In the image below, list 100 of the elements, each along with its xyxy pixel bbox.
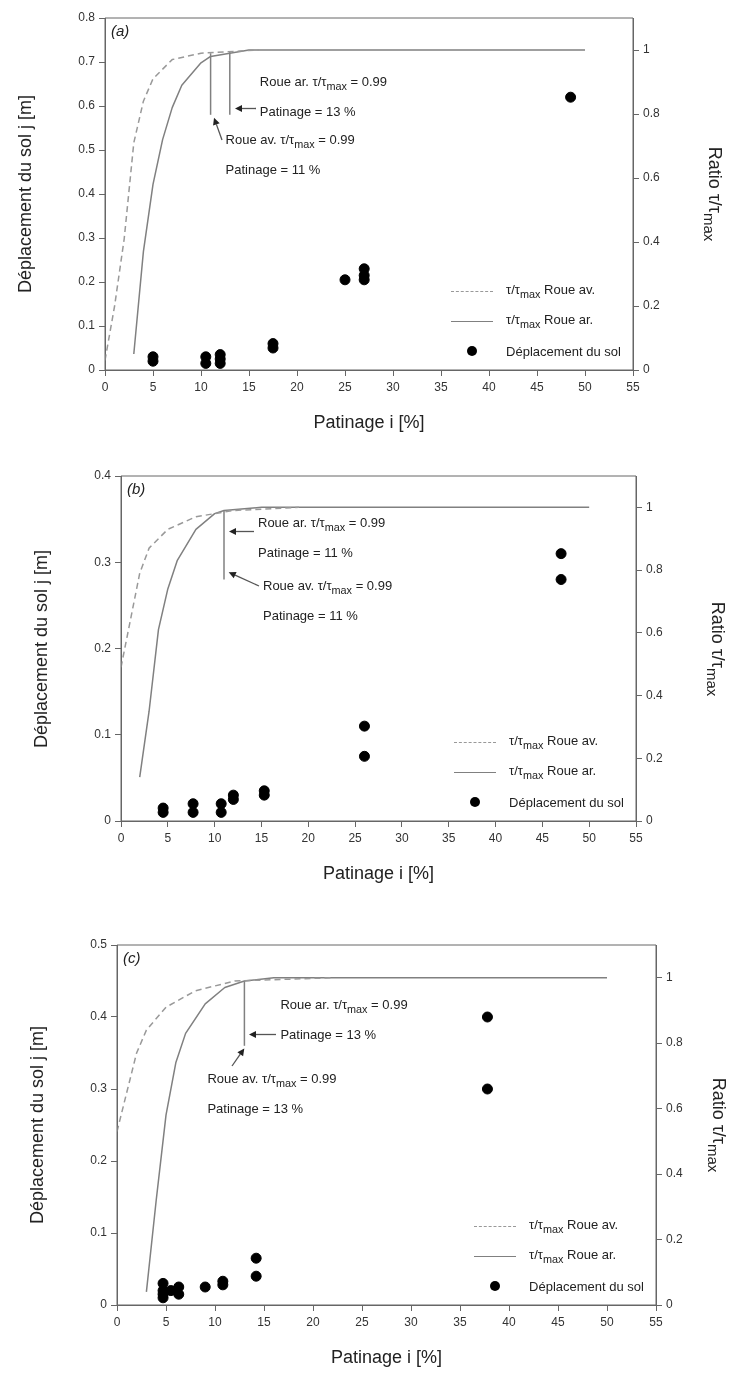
x-tick-label: 15 bbox=[242, 379, 256, 394]
annotation: Patinage = 11 % bbox=[263, 607, 358, 626]
annotation: Patinage = 11 % bbox=[225, 160, 321, 179]
y2-tick-label: 0 bbox=[666, 1297, 673, 1312]
annotation: Patinage = 13 % bbox=[280, 1025, 377, 1044]
chart-title: (a) bbox=[111, 22, 130, 39]
y-tick-label: 0 bbox=[100, 1297, 108, 1312]
legend-label: Déplacement du sol bbox=[506, 343, 621, 359]
x-tick-label: 55 bbox=[626, 379, 640, 394]
y2-tick-label: 0.8 bbox=[646, 562, 664, 577]
x-tick-label: 45 bbox=[530, 379, 544, 394]
annotation: Roue ar. τ/τ$_{max}$ = 0.99 bbox=[259, 73, 388, 94]
x-tick-label: 50 bbox=[582, 830, 597, 845]
x-tick-label: 45 bbox=[551, 1314, 565, 1329]
annotation: Roue av. τ/τ$_{max}$ = 0.99 bbox=[207, 1069, 337, 1091]
x-tick-label: 35 bbox=[434, 379, 448, 394]
y2-tick-label: 0.8 bbox=[666, 1035, 684, 1050]
y-tick-label: 0.2 bbox=[94, 640, 112, 655]
y-tick-label: 0.4 bbox=[78, 186, 96, 201]
y2-tick-label: 0.4 bbox=[666, 1166, 684, 1181]
x-tick-label: 50 bbox=[600, 1314, 614, 1329]
y-tick-label: 0.1 bbox=[90, 1225, 108, 1240]
x-tick-label: 30 bbox=[395, 830, 409, 845]
annotation: Patinage = 11 % bbox=[258, 544, 353, 563]
x-axis-title: Patinage i [%] bbox=[322, 862, 435, 884]
y2-tick-label: 0.8 bbox=[643, 106, 661, 121]
x-tick-label: 55 bbox=[649, 1314, 663, 1329]
y-tick-label: 0.1 bbox=[94, 727, 112, 742]
y-tick-label: 0.1 bbox=[78, 318, 96, 333]
y-tick-label: 0.6 bbox=[78, 98, 96, 113]
y-tick-label: 0.5 bbox=[78, 142, 96, 157]
y-tick-label: 0.4 bbox=[90, 1009, 108, 1024]
y2-tick-label: 1 bbox=[666, 970, 673, 985]
annotation: Patinage = 13 % bbox=[259, 103, 356, 122]
x-tick-label: 15 bbox=[254, 830, 269, 845]
legend-label: τ/τ$_{max}$ Roue ar. bbox=[506, 312, 594, 330]
legend-label: τ/τ$_{max}$ Roue av. bbox=[506, 282, 596, 300]
y2-tick-label: 0.2 bbox=[643, 298, 661, 313]
y2-tick-label: 0.6 bbox=[643, 170, 661, 185]
y2-tick-label: 0.2 bbox=[646, 750, 664, 765]
y2-tick-label: 0 bbox=[643, 362, 650, 377]
y2-tick-label: 0.6 bbox=[646, 625, 664, 640]
y2-tick-label: 1 bbox=[643, 42, 650, 57]
x-tick-label: 35 bbox=[442, 830, 456, 845]
x-tick-label: 25 bbox=[338, 379, 352, 394]
x-tick-label: 5 bbox=[162, 1314, 170, 1329]
y-axis-title: Déplacement du sol j [m] bbox=[30, 549, 52, 748]
x-axis-title: Patinage i [%] bbox=[313, 411, 425, 433]
legend-label: Déplacement du sol bbox=[529, 1278, 644, 1294]
y-tick-label: 0.3 bbox=[78, 230, 96, 245]
x-tick-label: 5 bbox=[164, 830, 172, 845]
x-tick-label: 20 bbox=[290, 379, 304, 394]
y-tick-label: 0 bbox=[104, 813, 112, 828]
x-tick-label: 40 bbox=[488, 830, 503, 845]
legend-label: τ/τ$_{max}$ Roue av. bbox=[529, 1217, 619, 1235]
legend-label: Déplacement du sol bbox=[509, 794, 624, 810]
x-tick-label: 25 bbox=[355, 1314, 369, 1329]
x-tick-label: 40 bbox=[502, 1314, 516, 1329]
y-tick-label: 0.5 bbox=[90, 937, 108, 952]
x-tick-label: 0 bbox=[117, 830, 125, 845]
x-tick-label: 10 bbox=[207, 830, 222, 845]
x-tick-label: 20 bbox=[306, 1314, 320, 1329]
x-tick-label: 35 bbox=[453, 1314, 467, 1329]
legend-label: τ/τ$_{max}$ Roue ar. bbox=[529, 1247, 617, 1265]
x-tick-label: 40 bbox=[482, 379, 496, 394]
y-tick-label: 0.3 bbox=[90, 1081, 108, 1096]
annotation: Roue ar. τ/τ$_{max}$ = 0.99 bbox=[280, 995, 408, 1017]
y2-tick-label: 0.4 bbox=[646, 687, 664, 702]
y2-tick-label: 1 bbox=[646, 499, 653, 514]
x-tick-label: 20 bbox=[301, 830, 316, 845]
y2-tick-label: 0.6 bbox=[666, 1100, 684, 1115]
chart-title: (c) bbox=[123, 949, 141, 966]
y-tick-label: 0.2 bbox=[78, 274, 96, 289]
x-tick-label: 15 bbox=[257, 1314, 271, 1329]
x-tick-label: 10 bbox=[208, 1314, 222, 1329]
y-tick-label: 0.2 bbox=[90, 1153, 108, 1168]
x-axis-title: Patinage i [%] bbox=[330, 1346, 443, 1368]
annotation: Roue ar. τ/τ$_{max}$ = 0.99 bbox=[258, 514, 386, 535]
y2-tick-label: 0 bbox=[646, 813, 653, 828]
legend-label: τ/τ$_{max}$ Roue av. bbox=[509, 733, 599, 751]
x-tick-label: 5 bbox=[149, 379, 157, 394]
y-axis-title: Déplacement du sol j [m] bbox=[14, 94, 36, 294]
x-tick-label: 45 bbox=[535, 830, 550, 845]
y-axis-title: Déplacement du sol j [m] bbox=[26, 1025, 48, 1225]
x-tick-label: 10 bbox=[194, 379, 208, 394]
x-tick-label: 30 bbox=[386, 379, 400, 394]
x-tick-label: 55 bbox=[629, 830, 643, 845]
y2-tick-label: 0.2 bbox=[666, 1231, 684, 1246]
chart-title: (b) bbox=[127, 480, 146, 497]
x-tick-label: 30 bbox=[404, 1314, 418, 1329]
y-tick-label: 0.4 bbox=[94, 468, 112, 483]
x-tick-label: 50 bbox=[578, 379, 592, 394]
x-tick-label: 25 bbox=[348, 830, 363, 845]
annotation: Roue av. τ/τ$_{max}$ = 0.99 bbox=[263, 577, 393, 598]
y-tick-label: 0.3 bbox=[94, 554, 112, 569]
annotation: Roue av. τ/τ$_{max}$ = 0.99 bbox=[225, 130, 355, 152]
annotation: Patinage = 13 % bbox=[207, 1099, 304, 1118]
y-tick-label: 0 bbox=[88, 362, 96, 377]
y-tick-label: 0.7 bbox=[78, 54, 96, 69]
y2-tick-label: 0.4 bbox=[643, 234, 661, 249]
